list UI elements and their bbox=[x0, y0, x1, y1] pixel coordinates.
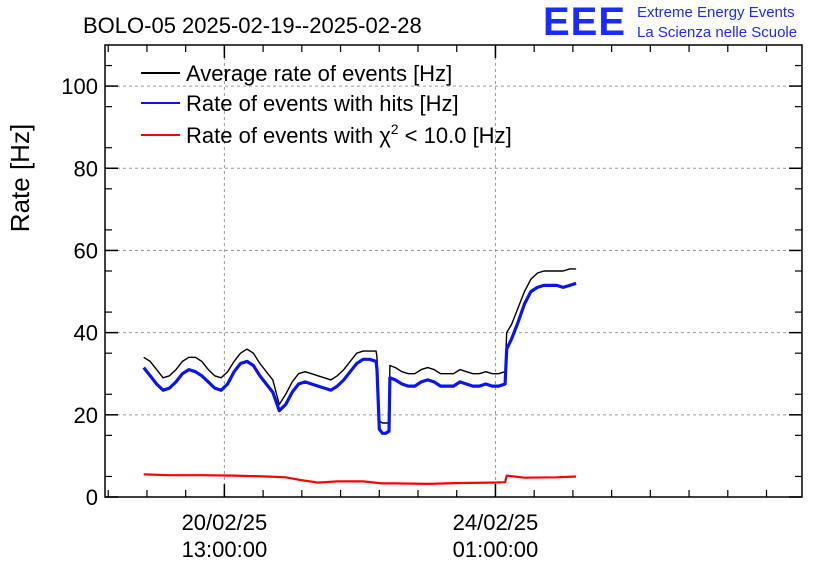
legend-entry-average-label: Average rate of events [Hz] bbox=[186, 61, 452, 86]
y-tick-label: 20 bbox=[74, 403, 98, 428]
grid-lines bbox=[105, 45, 802, 497]
legend-entry-hits-label: Rate of events with hits [Hz] bbox=[186, 91, 459, 116]
y-tick-label: 40 bbox=[74, 321, 98, 346]
y-tick-label: 0 bbox=[86, 485, 98, 510]
series-lines bbox=[142, 268, 577, 485]
series-line-chi2 bbox=[143, 473, 577, 485]
x-tick-label-time: 01:00:00 bbox=[453, 537, 539, 562]
y-tick-label: 60 bbox=[74, 238, 98, 263]
logo-line-1: Extreme Energy Events bbox=[637, 4, 795, 21]
x-tick-label-time: 13:00:00 bbox=[182, 537, 268, 562]
logo-line-2: La Scienza nelle Scuole bbox=[637, 24, 798, 41]
y-axis-label: Rate [Hz] bbox=[5, 124, 35, 232]
eee-logo: EEE Extreme Energy Events La Scienza nel… bbox=[543, 2, 833, 42]
y-tick-label: 80 bbox=[74, 156, 98, 181]
legend: Average rate of events [Hz] Rate of event… bbox=[141, 61, 512, 148]
x-tick-label-date: 20/02/25 bbox=[182, 510, 268, 535]
series-line-hits bbox=[142, 281, 577, 435]
x-tick-label-date: 24/02/25 bbox=[453, 510, 539, 535]
y-tick-label: 100 bbox=[61, 74, 98, 99]
chart-title: BOLO-05 2025-02-19--2025-02-28 bbox=[83, 13, 422, 38]
series-line-average bbox=[143, 268, 577, 424]
legend-entry-chi2-label: Rate of events with χ2 < 10.0 [Hz] bbox=[186, 121, 512, 148]
logo-mark: EEE bbox=[543, 0, 627, 44]
